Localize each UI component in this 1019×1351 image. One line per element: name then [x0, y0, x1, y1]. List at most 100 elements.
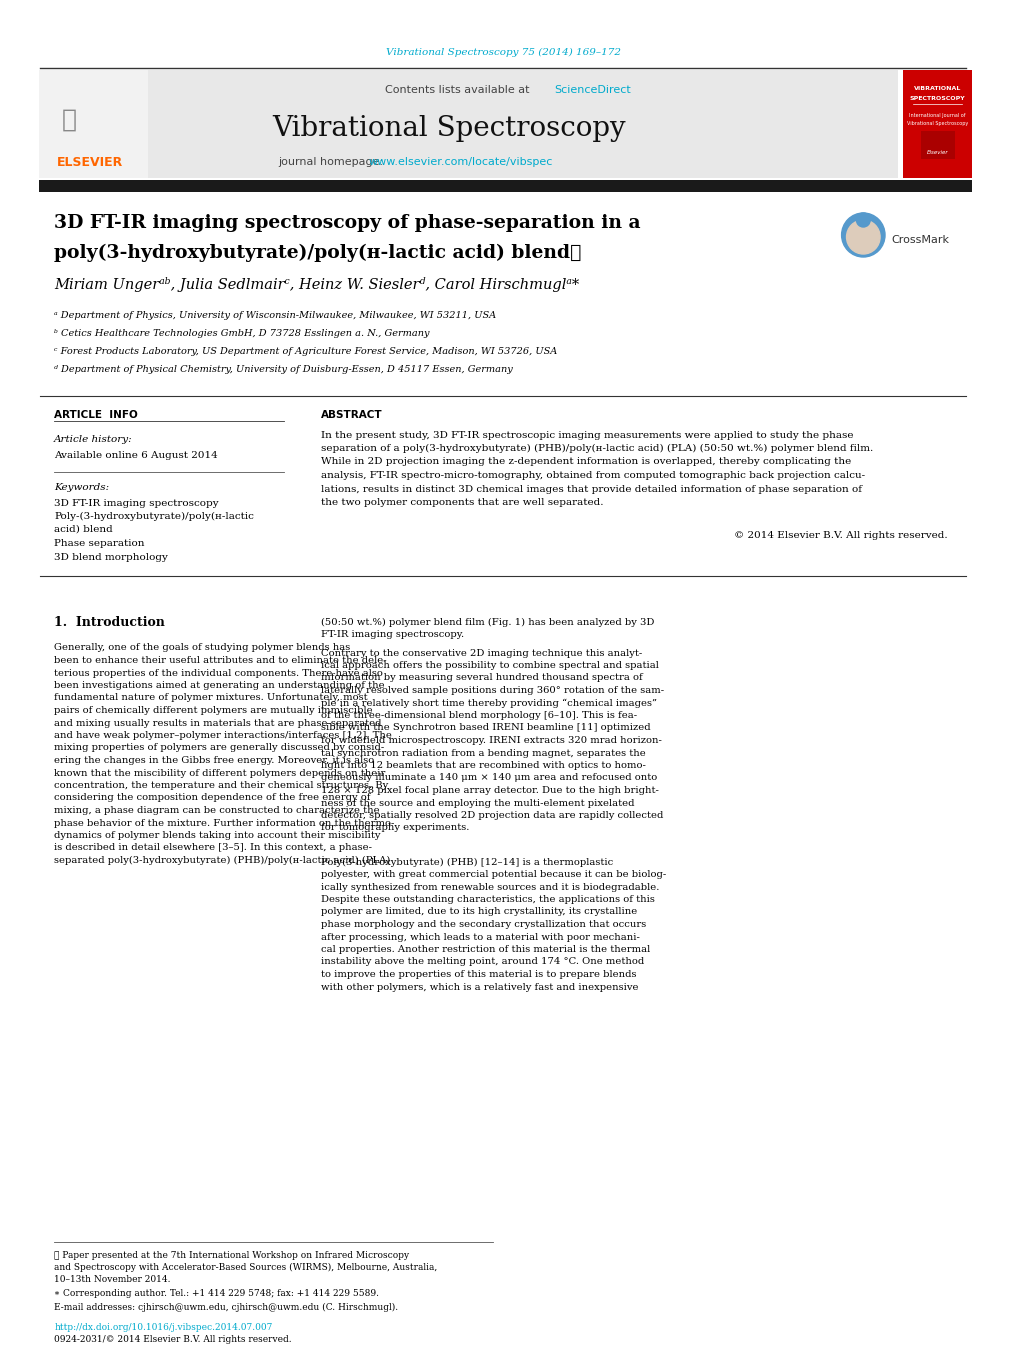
- Text: SPECTROSCOPY: SPECTROSCOPY: [909, 96, 964, 100]
- Text: 3D blend morphology: 3D blend morphology: [54, 553, 168, 562]
- Text: ically synthesized from renewable sources and it is biodegradable.: ically synthesized from renewable source…: [320, 882, 658, 892]
- Text: www.elsevier.com/locate/vibspec: www.elsevier.com/locate/vibspec: [369, 157, 553, 168]
- Text: dynamics of polymer blends taking into account their miscibility: dynamics of polymer blends taking into a…: [54, 831, 380, 840]
- Text: In the present study, 3D FT-IR spectroscopic imaging measurements were applied t: In the present study, 3D FT-IR spectrosc…: [320, 431, 852, 439]
- Text: ᶜ Forest Products Laboratory, US Department of Agriculture Forest Service, Madis: ᶜ Forest Products Laboratory, US Departm…: [54, 346, 557, 355]
- Text: http://dx.doi.org/10.1016/j.vibspec.2014.07.007: http://dx.doi.org/10.1016/j.vibspec.2014…: [54, 1323, 272, 1332]
- Text: ABSTRACT: ABSTRACT: [320, 409, 382, 420]
- Text: phase morphology and the secondary crystallization that occurs: phase morphology and the secondary cryst…: [320, 920, 645, 929]
- Text: VIBRATIONAL: VIBRATIONAL: [913, 85, 960, 91]
- Text: Vibrational Spectroscopy 75 (2014) 169–172: Vibrational Spectroscopy 75 (2014) 169–1…: [385, 47, 621, 57]
- Text: Elsevier: Elsevier: [925, 150, 948, 154]
- Text: Contrary to the conservative 2D imaging technique this analyt-: Contrary to the conservative 2D imaging …: [320, 648, 641, 658]
- Text: lations, results in distinct 3D chemical images that provide detailed informatio: lations, results in distinct 3D chemical…: [320, 485, 861, 493]
- Text: ness of the source and employing the multi-element pixelated: ness of the source and employing the mul…: [320, 798, 634, 808]
- Text: pairs of chemically different polymers are mutually immiscible: pairs of chemically different polymers a…: [54, 707, 373, 715]
- Text: poly(3-hydroxybutyrate)/poly(ʜ-lactic acid) blend⋆: poly(3-hydroxybutyrate)/poly(ʜ-lactic ac…: [54, 245, 581, 262]
- Text: (50:50 wt.%) polymer blend film (Fig. 1) has been analyzed by 3D: (50:50 wt.%) polymer blend film (Fig. 1)…: [320, 617, 653, 627]
- Text: and mixing usually results in materials that are phase-separated: and mixing usually results in materials …: [54, 719, 381, 727]
- Text: of the three-dimensional blend morphology [6–10]. This is fea-: of the three-dimensional blend morpholog…: [320, 711, 636, 720]
- Text: 3D FT-IR imaging spectroscopy: 3D FT-IR imaging spectroscopy: [54, 499, 219, 508]
- Bar: [902, 70, 971, 178]
- Text: ering the changes in the Gibbs free energy. Moreover, it is also: ering the changes in the Gibbs free ener…: [54, 757, 374, 765]
- Text: Keywords:: Keywords:: [54, 484, 109, 493]
- Text: is described in detail elsewhere [3–5]. In this context, a phase-: is described in detail elsewhere [3–5]. …: [54, 843, 372, 852]
- Text: detector, spatially resolved 2D projection data are rapidly collected: detector, spatially resolved 2D projecti…: [320, 811, 662, 820]
- Text: geneously illuminate a 140 μm × 140 μm area and refocused onto: geneously illuminate a 140 μm × 140 μm a…: [320, 774, 656, 782]
- Text: been investigations aimed at generating an understanding of the: been investigations aimed at generating …: [54, 681, 384, 690]
- Text: light into 12 beamlets that are recombined with optics to homo-: light into 12 beamlets that are recombin…: [320, 761, 645, 770]
- Text: 🌳: 🌳: [61, 108, 76, 132]
- Text: 128 × 128 pixel focal plane array detector. Due to the high bright-: 128 × 128 pixel focal plane array detect…: [320, 786, 658, 794]
- Circle shape: [856, 213, 869, 227]
- Text: considering the composition dependence of the free energy of: considering the composition dependence o…: [54, 793, 370, 802]
- Text: ScienceDirect: ScienceDirect: [554, 85, 631, 95]
- Text: to improve the properties of this material is to prepare blends: to improve the properties of this materi…: [320, 970, 636, 979]
- Text: ELSEVIER: ELSEVIER: [57, 155, 123, 169]
- Text: International Journal of: International Journal of: [908, 112, 965, 118]
- Text: 1.  Introduction: 1. Introduction: [54, 616, 165, 628]
- Text: ᵈ Department of Physical Chemistry, University of Duisburg-Essen, D 45117 Essen,: ᵈ Department of Physical Chemistry, Univ…: [54, 365, 513, 373]
- Text: CrossMark: CrossMark: [890, 235, 948, 245]
- Text: information by measuring several hundred thousand spectra of: information by measuring several hundred…: [320, 674, 642, 682]
- Text: polymer are limited, due to its high crystallinity, its crystalline: polymer are limited, due to its high cry…: [320, 908, 636, 916]
- Text: tal synchrotron radiation from a bending magnet, separates the: tal synchrotron radiation from a bending…: [320, 748, 645, 758]
- Text: phase behavior of the mixture. Further information on the thermo-: phase behavior of the mixture. Further i…: [54, 819, 394, 828]
- Text: concentration, the temperature and their chemical structures. By: concentration, the temperature and their…: [54, 781, 388, 790]
- Text: laterally resolved sample positions during 360° rotation of the sam-: laterally resolved sample positions duri…: [320, 686, 663, 694]
- Circle shape: [841, 213, 884, 257]
- Text: Article history:: Article history:: [54, 435, 132, 444]
- Circle shape: [846, 220, 879, 254]
- Text: 10–13th November 2014.: 10–13th November 2014.: [54, 1274, 170, 1283]
- Bar: [919, 131, 954, 159]
- Text: ᵇ Cetics Healthcare Technologies GmbH, D 73728 Esslingen a. N., Germany: ᵇ Cetics Healthcare Technologies GmbH, D…: [54, 328, 429, 338]
- Text: known that the miscibility of different polymers depends on their: known that the miscibility of different …: [54, 769, 385, 777]
- Text: sible with the Synchrotron based IRENI beamline [11] optimized: sible with the Synchrotron based IRENI b…: [320, 724, 650, 732]
- Bar: [40, 70, 897, 178]
- Text: Generally, one of the goals of studying polymer blends has: Generally, one of the goals of studying …: [54, 643, 351, 653]
- Text: mixing properties of polymers are generally discussed by consid-: mixing properties of polymers are genera…: [54, 743, 384, 753]
- Text: been to enhance their useful attributes and to eliminate the dele-: been to enhance their useful attributes …: [54, 657, 386, 665]
- Text: ical approach offers the possibility to combine spectral and spatial: ical approach offers the possibility to …: [320, 661, 658, 670]
- Text: separated poly(3-hydroxybutyrate) (PHB)/poly(ʜ-lactic acid) (PLA): separated poly(3-hydroxybutyrate) (PHB)/…: [54, 857, 390, 865]
- Text: polyester, with great commercial potential because it can be biolog-: polyester, with great commercial potenti…: [320, 870, 665, 880]
- Text: cal properties. Another restriction of this material is the thermal: cal properties. Another restriction of t…: [320, 944, 649, 954]
- Text: analysis, FT-IR spectro-micro-tomography, obtained from computed tomographic bac: analysis, FT-IR spectro-micro-tomography…: [320, 471, 864, 480]
- Text: the two polymer components that are well separated.: the two polymer components that are well…: [320, 499, 602, 507]
- Text: ∗ Corresponding author. Tel.: +1 414 229 5748; fax: +1 414 229 5589.: ∗ Corresponding author. Tel.: +1 414 229…: [54, 1289, 379, 1298]
- Text: ARTICLE  INFO: ARTICLE INFO: [54, 409, 138, 420]
- Text: separation of a poly(3-hydroxybutyrate) (PHB)/poly(ʜ-lactic acid) (PLA) (50:50 w: separation of a poly(3-hydroxybutyrate) …: [320, 444, 872, 453]
- Text: instability above the melting point, around 174 °C. One method: instability above the melting point, aro…: [320, 958, 643, 966]
- Text: ᵃ Department of Physics, University of Wisconsin-Milwaukee, Milwaukee, WI 53211,: ᵃ Department of Physics, University of W…: [54, 311, 496, 319]
- Text: Poly-(3-hydroxybutyrate)/poly(ʜ-lactic: Poly-(3-hydroxybutyrate)/poly(ʜ-lactic: [54, 512, 254, 520]
- Text: © 2014 Elsevier B.V. All rights reserved.: © 2014 Elsevier B.V. All rights reserved…: [733, 531, 947, 540]
- Text: Contents lists available at: Contents lists available at: [384, 85, 532, 95]
- Bar: [40, 70, 148, 178]
- Text: While in 2D projection imaging the z-dependent information is overlapped, thereb: While in 2D projection imaging the z-dep…: [320, 458, 850, 466]
- Text: ple in a relatively short time thereby providing “chemical images”: ple in a relatively short time thereby p…: [320, 698, 656, 708]
- Text: E-mail addresses: cjhirsch@uwm.edu, cjhirsch@uwm.edu (C. Hirschmugl).: E-mail addresses: cjhirsch@uwm.edu, cjhi…: [54, 1302, 398, 1312]
- Text: Despite these outstanding characteristics, the applications of this: Despite these outstanding characteristic…: [320, 894, 654, 904]
- Text: for tomography experiments.: for tomography experiments.: [320, 824, 469, 832]
- Text: Poly(3-hydroxybutyrate) (PHB) [12–14] is a thermoplastic: Poly(3-hydroxybutyrate) (PHB) [12–14] is…: [320, 858, 612, 866]
- Text: ⋆ Paper presented at the 7th International Workshop on Infrared Microscopy: ⋆ Paper presented at the 7th Internation…: [54, 1251, 409, 1259]
- Text: mixing, a phase diagram can be constructed to characterize the: mixing, a phase diagram can be construct…: [54, 807, 379, 815]
- Text: after processing, which leads to a material with poor mechani-: after processing, which leads to a mater…: [320, 932, 639, 942]
- Text: Miriam Ungerᵃᵇ, Julia Sedlmairᶜ, Heinz W. Sieslerᵈ, Carol Hirschmuglᵃ*: Miriam Ungerᵃᵇ, Julia Sedlmairᶜ, Heinz W…: [54, 277, 579, 293]
- Text: Available online 6 August 2014: Available online 6 August 2014: [54, 450, 218, 459]
- Text: and have weak polymer–polymer interactions/interfaces [1,2]. The: and have weak polymer–polymer interactio…: [54, 731, 391, 740]
- Text: Vibrational Spectroscopy: Vibrational Spectroscopy: [272, 115, 625, 142]
- Text: for widefield microspectroscopy. IRENI extracts 320 mrad horizon-: for widefield microspectroscopy. IRENI e…: [320, 736, 661, 744]
- Text: with other polymers, which is a relatively fast and inexpensive: with other polymers, which is a relative…: [320, 982, 638, 992]
- Text: 3D FT-IR imaging spectroscopy of phase-separation in a: 3D FT-IR imaging spectroscopy of phase-s…: [54, 213, 640, 232]
- Text: Phase separation: Phase separation: [54, 539, 145, 549]
- Text: acid) blend: acid) blend: [54, 524, 113, 534]
- Text: journal homepage:: journal homepage:: [278, 157, 386, 168]
- Text: FT-IR imaging spectroscopy.: FT-IR imaging spectroscopy.: [320, 630, 464, 639]
- Text: Vibrational Spectroscopy: Vibrational Spectroscopy: [906, 122, 967, 127]
- Bar: [40, 180, 971, 192]
- Text: and Spectroscopy with Accelerator-Based Sources (WIRMS), Melbourne, Australia,: and Spectroscopy with Accelerator-Based …: [54, 1262, 437, 1271]
- Text: 0924-2031/© 2014 Elsevier B.V. All rights reserved.: 0924-2031/© 2014 Elsevier B.V. All right…: [54, 1336, 291, 1344]
- Text: terious properties of the individual components. There have also: terious properties of the individual com…: [54, 669, 383, 677]
- Text: fundamental nature of polymer mixtures. Unfortunately, most: fundamental nature of polymer mixtures. …: [54, 693, 368, 703]
